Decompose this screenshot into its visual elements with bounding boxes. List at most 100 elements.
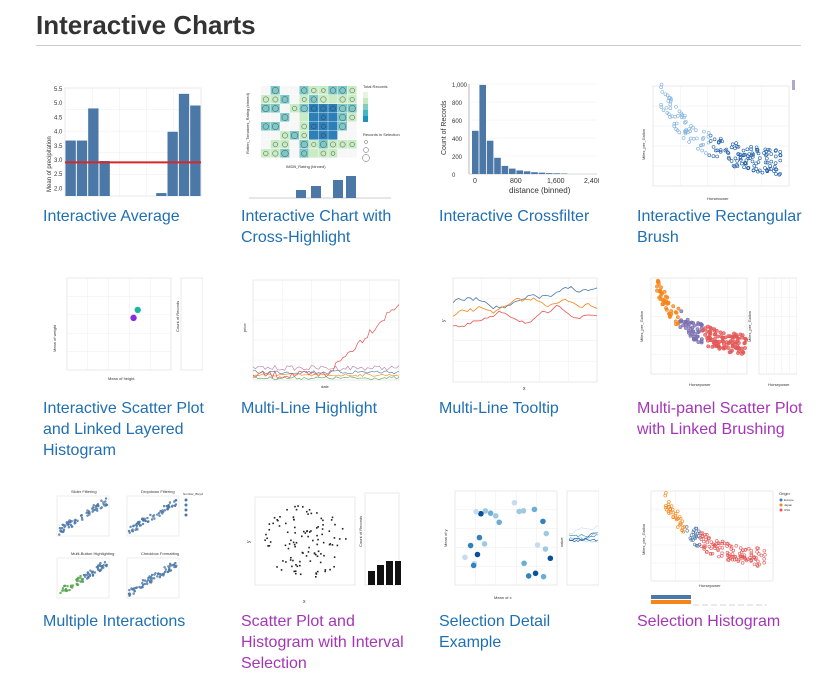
chart-link-multi-panel-scatter-plot-with-linked-brushing[interactable]: Multi-panel Scatter Plot with Linked Bru… <box>637 400 803 438</box>
chart-thumbnail[interactable]: Miles_per_Gallon Horsepower <box>637 80 797 200</box>
scatter-point <box>322 519 324 522</box>
scatter-point <box>158 576 162 579</box>
chart-thumbnail[interactable]: Mean of y Mean of x value <box>439 487 599 607</box>
scatter-point <box>749 144 753 149</box>
chart-link-scatter-plot-and-histogram-with-interval-selection[interactable]: Scatter Plot and Histogram with Interval… <box>241 613 404 672</box>
scatter-point <box>96 504 100 508</box>
selection-circle <box>330 105 336 112</box>
selection-circle <box>263 150 269 157</box>
selection-circle <box>349 97 355 102</box>
scatter-point <box>659 85 663 89</box>
chart-link-multi-line-highlight[interactable]: Multi-Line Highlight <box>241 400 378 417</box>
chart-thumbnail[interactable]: Slider Filtering Dropdown Filtering Multi-… <box>43 487 203 607</box>
scatter-point <box>668 511 673 515</box>
panel-frame <box>56 495 110 537</box>
scatter-point <box>762 549 767 553</box>
scatter-point <box>79 576 82 580</box>
scatter-point <box>664 491 668 495</box>
scatter-point <box>99 507 102 510</box>
scatter-point <box>296 565 299 568</box>
heatmap-cell <box>280 104 290 113</box>
scatter-point <box>743 152 747 157</box>
scatter-point <box>689 538 693 542</box>
scatter-point <box>711 145 716 149</box>
scatter-point <box>733 146 737 151</box>
selection-circle <box>310 96 317 103</box>
selection-circle <box>320 150 327 157</box>
scatter-point <box>70 525 74 529</box>
scatter-point <box>317 526 319 528</box>
bar <box>501 165 509 174</box>
y-tick-label: 800 <box>452 101 463 107</box>
scatter-point <box>104 497 108 500</box>
scatter-point <box>659 102 663 107</box>
legend-label: Europe <box>784 498 794 502</box>
page-title: Interactive Charts <box>36 10 256 40</box>
scatter-point <box>104 504 107 507</box>
chart-link-selection-detail-example[interactable]: Selection Detail Example <box>439 613 551 651</box>
chart-thumbnail[interactable]: Mean of precipitation 5.5 5.0 4.5 4.0 3.5 3.0 2… <box>43 80 203 200</box>
scatter-point <box>695 136 699 141</box>
chart-thumbnail[interactable]: yx <box>439 272 599 392</box>
scatter-point <box>144 519 147 523</box>
scatter-point <box>309 560 312 562</box>
scatter-point <box>75 582 78 585</box>
chart-link-interactive-chart-with-cross-highlight[interactable]: Interactive Chart with Cross-Highlight <box>241 208 392 246</box>
scatter-point <box>759 553 764 558</box>
scatter-point <box>743 346 747 350</box>
x-axis-label: x <box>523 386 526 392</box>
selection-circle <box>272 105 279 112</box>
chart-link-interactive-rectangular-brush[interactable]: Interactive Rectangular Brush <box>637 208 802 246</box>
selection-circle <box>282 141 288 148</box>
heatmap-cell <box>328 140 338 149</box>
chart-link-multiple-interactions[interactable]: Multiple Interactions <box>43 613 186 630</box>
chart-link-selection-histogram[interactable]: Selection Histogram <box>637 613 781 630</box>
scatter-point <box>676 114 680 118</box>
heatmap-cell <box>318 122 328 131</box>
scatter-point <box>268 545 271 547</box>
selection-circle <box>272 141 278 148</box>
scatter-point <box>310 512 313 515</box>
chart-thumbnail[interactable]: Miles_per_Gallon Horsepower Origin EuropeJa… <box>637 487 797 607</box>
chart-thumbnail[interactable]: 1,000 800 600 400 200 0 0 800 1,600 2,400 Count of… <box>439 80 599 200</box>
scatter-point <box>149 513 152 517</box>
chart-link-interactive-crossfilter[interactable]: Interactive Crossfilter <box>439 208 590 225</box>
selection-circle <box>339 96 346 103</box>
scatter-point <box>699 339 704 343</box>
scatter-point <box>672 122 677 126</box>
scatter-point <box>679 309 684 314</box>
scatter-point <box>294 526 296 529</box>
scatter-point <box>752 562 757 566</box>
scatter-point <box>721 331 726 336</box>
bar <box>190 105 201 196</box>
scatter-point <box>168 501 172 504</box>
scatter-point <box>294 532 296 534</box>
chart-thumbnail[interactable]: Mean of weight Mean of height Count of Rec… <box>43 272 203 392</box>
scatter-point <box>81 518 84 521</box>
scatter-point <box>703 332 708 337</box>
chart-thumbnail[interactable]: Rotten_Tomatoes_Rating (binned) IMDB_Rati… <box>241 80 401 200</box>
scatter-point <box>720 539 725 544</box>
scatter-point <box>773 154 778 159</box>
scatter-point <box>740 561 745 565</box>
scatter-point <box>293 518 295 521</box>
scatter-point <box>69 523 72 527</box>
selection-circle <box>330 151 336 156</box>
chart-link-interactive-scatter-plot-and-linked-layered-histogram[interactable]: Interactive Scatter Plot and Linked Laye… <box>43 400 204 459</box>
chart-thumbnail[interactable]: y x Count of Records <box>241 487 401 607</box>
scatter-point <box>686 130 690 135</box>
scatter-point <box>707 544 712 549</box>
scatter-point <box>736 152 740 156</box>
chart-link-interactive-average[interactable]: Interactive Average <box>43 208 180 225</box>
heatmap-cell <box>270 104 280 113</box>
scatter-point <box>733 558 737 562</box>
heatmap-cell <box>261 122 271 131</box>
scatter-point <box>773 149 778 153</box>
scatter-point <box>79 574 82 578</box>
chart-thumbnail[interactable]: price date <box>241 272 401 392</box>
scatter-point <box>681 530 686 534</box>
chart-thumbnail[interactable]: Miles_per_Gallon Horsepower Miles_per_Gall… <box>637 272 797 392</box>
chart-link-multi-line-tooltip[interactable]: Multi-Line Tooltip <box>439 400 559 417</box>
plot-frame <box>64 87 202 197</box>
scatter-point <box>288 543 291 545</box>
